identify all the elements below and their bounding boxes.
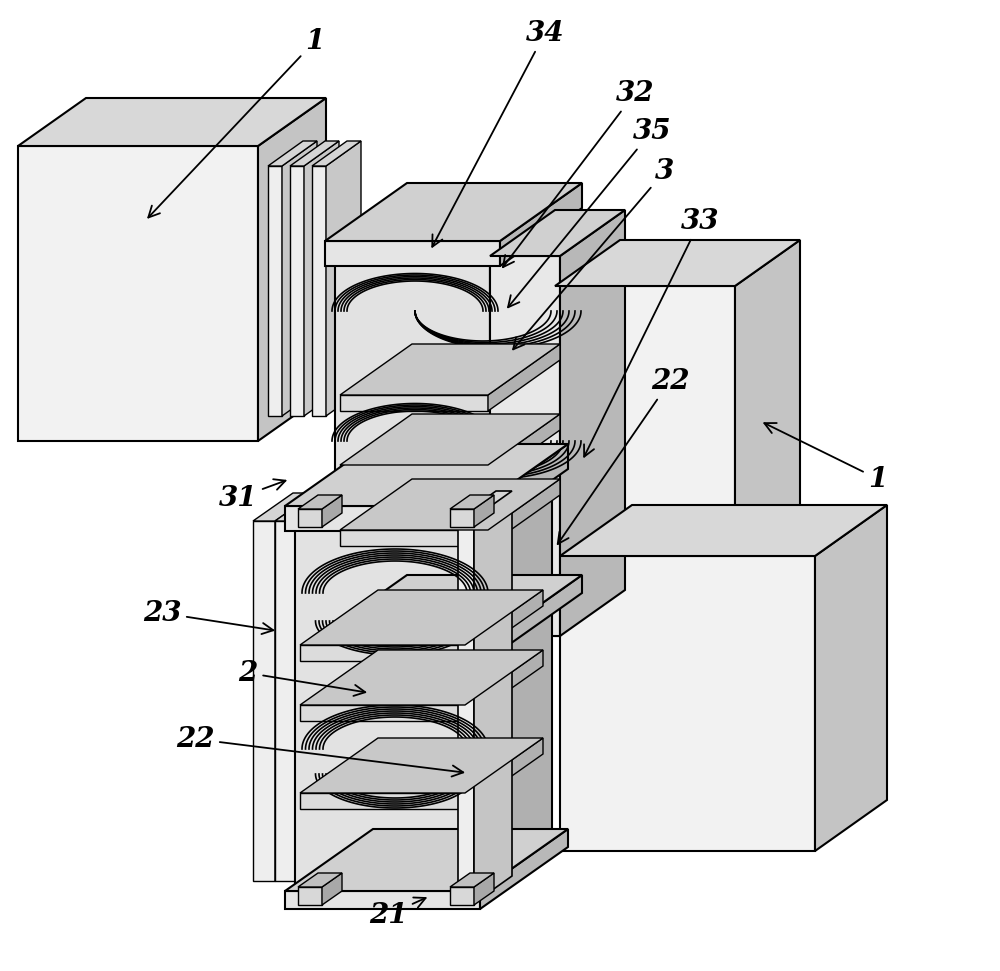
Polygon shape [340, 344, 560, 395]
Polygon shape [325, 633, 500, 651]
Polygon shape [500, 575, 582, 651]
Text: 32: 32 [503, 80, 654, 267]
Polygon shape [312, 141, 361, 166]
Polygon shape [298, 873, 342, 887]
Text: 21: 21 [369, 897, 426, 928]
Polygon shape [500, 183, 582, 266]
Polygon shape [297, 493, 337, 881]
Polygon shape [465, 590, 543, 661]
Polygon shape [555, 240, 800, 286]
Polygon shape [275, 521, 297, 881]
Polygon shape [275, 493, 337, 521]
Polygon shape [335, 256, 490, 636]
Polygon shape [555, 286, 735, 636]
Polygon shape [18, 146, 258, 441]
Polygon shape [300, 650, 543, 705]
Polygon shape [290, 166, 304, 416]
Polygon shape [268, 166, 282, 416]
Polygon shape [488, 414, 560, 481]
Polygon shape [326, 141, 361, 416]
Polygon shape [474, 491, 512, 903]
Polygon shape [340, 395, 488, 411]
Polygon shape [300, 590, 543, 645]
Polygon shape [474, 873, 494, 905]
Polygon shape [340, 414, 560, 465]
Polygon shape [450, 873, 494, 887]
Polygon shape [340, 465, 488, 481]
Polygon shape [480, 829, 568, 909]
Polygon shape [322, 873, 342, 905]
Polygon shape [285, 444, 568, 506]
Polygon shape [815, 505, 887, 851]
Polygon shape [325, 575, 582, 633]
Text: 3: 3 [513, 157, 675, 350]
Polygon shape [735, 240, 800, 636]
Polygon shape [340, 530, 488, 546]
Text: 22: 22 [176, 725, 463, 777]
Polygon shape [474, 495, 494, 527]
Text: 1: 1 [764, 423, 888, 492]
Polygon shape [300, 705, 465, 721]
Polygon shape [490, 256, 560, 636]
Polygon shape [298, 509, 322, 527]
Polygon shape [490, 210, 625, 256]
Polygon shape [325, 183, 582, 241]
Polygon shape [18, 98, 326, 146]
Polygon shape [458, 518, 474, 903]
Polygon shape [325, 241, 500, 266]
Polygon shape [490, 200, 568, 636]
Text: 22: 22 [558, 367, 689, 544]
Polygon shape [295, 463, 552, 521]
Text: 34: 34 [432, 19, 564, 247]
Polygon shape [465, 738, 543, 809]
Polygon shape [300, 645, 465, 661]
Text: 23: 23 [143, 599, 273, 634]
Polygon shape [488, 344, 560, 411]
Polygon shape [560, 210, 625, 636]
Polygon shape [322, 495, 342, 527]
Polygon shape [268, 141, 317, 166]
Polygon shape [285, 891, 480, 909]
Polygon shape [560, 505, 887, 556]
Polygon shape [290, 141, 339, 166]
Polygon shape [312, 166, 326, 416]
Text: 1: 1 [148, 27, 325, 218]
Polygon shape [450, 509, 474, 527]
Polygon shape [450, 887, 474, 905]
Polygon shape [300, 793, 465, 809]
Text: 33: 33 [584, 208, 719, 456]
Polygon shape [253, 521, 275, 881]
Text: 35: 35 [508, 117, 671, 307]
Polygon shape [560, 556, 815, 851]
Polygon shape [450, 495, 494, 509]
Polygon shape [340, 479, 560, 530]
Polygon shape [488, 479, 560, 546]
Polygon shape [335, 200, 568, 256]
Polygon shape [458, 491, 512, 518]
Polygon shape [298, 887, 322, 905]
Polygon shape [282, 141, 317, 416]
Polygon shape [304, 141, 339, 416]
Polygon shape [253, 493, 315, 521]
Polygon shape [285, 506, 480, 531]
Polygon shape [480, 444, 568, 531]
Polygon shape [465, 650, 543, 721]
Polygon shape [275, 493, 315, 881]
Polygon shape [298, 495, 342, 509]
Text: 2: 2 [238, 659, 365, 696]
Polygon shape [285, 829, 568, 891]
Polygon shape [258, 98, 326, 441]
Polygon shape [470, 463, 552, 901]
Text: 31: 31 [219, 480, 285, 512]
Polygon shape [295, 521, 470, 901]
Polygon shape [300, 738, 543, 793]
